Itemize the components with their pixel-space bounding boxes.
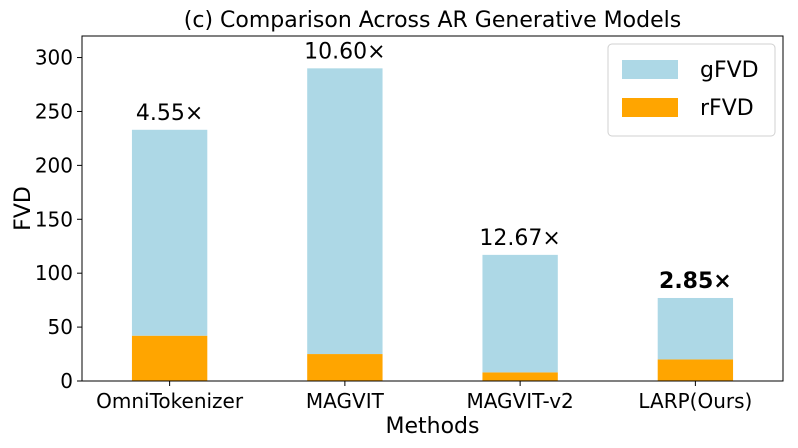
x-tick-label-3: LARP(Ours) [638,389,752,413]
bar-gfvd-2 [482,254,558,373]
y-tick-label-4: 200 [35,153,73,177]
y-tick-label-0: 0 [60,369,73,393]
chart-title: (c) Comparison Across AR Generative Mode… [184,8,681,33]
bars-layer [131,68,734,381]
x-axis: OmniTokenizer MAGVIT MAGVIT-v2 LARP(Ours) [96,381,752,413]
y-tick-label-5: 250 [35,99,73,123]
legend-swatch-gfvd [622,60,678,79]
x-tick-label-1: MAGVIT [306,389,385,413]
x-tick-label-2: MAGVIT-v2 [466,389,573,413]
bar-rfvd-2 [482,372,558,381]
legend: gFVD rFVD [607,43,776,137]
bar-rfvd-3 [657,359,734,381]
bar-gfvd-0 [131,129,208,336]
bar-label-1: 10.60× [304,39,385,64]
y-axis: 0 50 100 150 200 250 300 [35,46,82,393]
legend-label-rfvd: rFVD [700,96,754,121]
y-tick-label-3: 150 [35,207,73,231]
bar-rfvd-0 [131,335,208,381]
bar-gfvd-1 [307,68,383,355]
bar-label-3: 2.85× [659,269,732,294]
y-axis-title: FVD [11,186,36,231]
legend-label-gfvd: gFVD [700,58,759,83]
bar-label-0: 4.55× [136,101,203,126]
y-tick-label-2: 100 [35,261,73,285]
bar-gfvd-3 [657,297,734,360]
legend-swatch-rfvd [622,98,678,117]
bar-rfvd-1 [307,354,383,381]
bar-label-2: 12.67× [479,226,560,251]
x-axis-title: Methods [386,414,480,439]
y-tick-label-6: 300 [35,46,73,70]
plot-frame [81,35,784,382]
x-tick-label-0: OmniTokenizer [96,389,244,413]
y-tick-label-1: 50 [48,315,73,339]
